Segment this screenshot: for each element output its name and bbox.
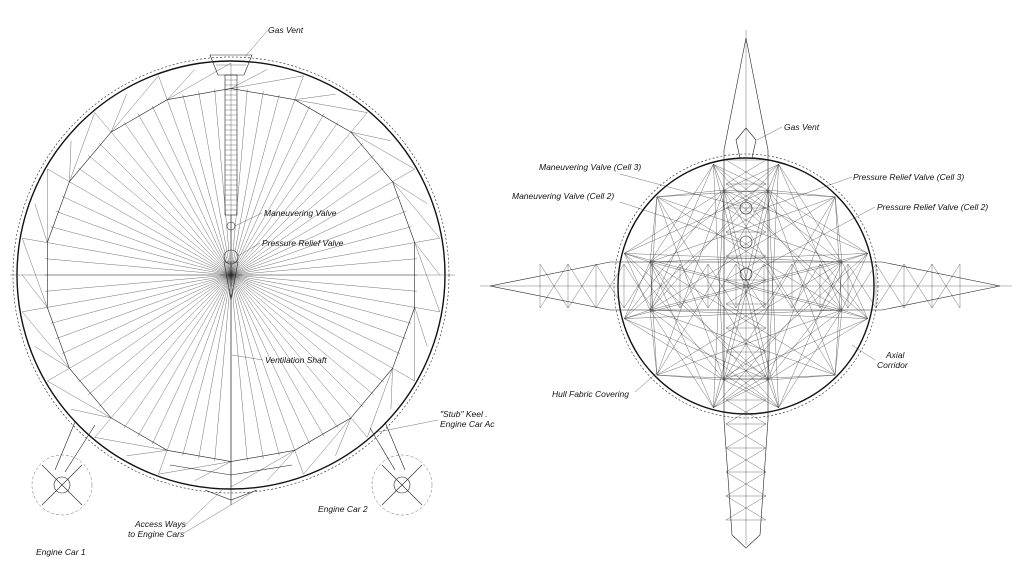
left-hull-cross-section: Gas Vent Maneuvering Valve Pressure Reli…: [10, 25, 495, 557]
label-engine-car-2: Engine Car 2: [318, 504, 368, 514]
label-stub-keel: "Stub" Keel .: [440, 409, 488, 419]
label-engine-car-access: Engine Car Ac: [440, 419, 495, 429]
label-pressure-relief-valve-cell3: Pressure Relief Valve (Cell 3): [853, 172, 964, 182]
label-gas-vent-right: Gas Vent: [784, 122, 820, 132]
label-access-ways-2: to Engine Cars: [128, 529, 185, 539]
left-radial-wires: [22, 62, 440, 488]
label-maneuvering-valve-left: Maneuvering Valve: [264, 208, 337, 218]
left-gas-vent-housing: [209, 54, 253, 76]
label-gas-vent-left: Gas Vent: [268, 25, 304, 35]
label-axial: Axial: [885, 350, 906, 360]
right-pressure-relief-valve: [739, 267, 753, 281]
right-horizontal-girder: [489, 261, 1001, 311]
label-pressure-relief-valve-left: Pressure Relief Valve: [262, 238, 344, 248]
label-maneuvering-valve-cell2: Maneuvering Valve (Cell 2): [512, 191, 614, 201]
label-corridor: Corridor: [877, 360, 909, 370]
label-maneuvering-valve-cell3: Maneuvering Valve (Cell 3): [539, 162, 641, 172]
label-access-ways-1: Access Ways: [134, 519, 187, 529]
label-ventilation-shaft: Ventilation Shaft: [265, 355, 327, 365]
label-pressure-relief-valve-cell2: Pressure Relief Valve (Cell 2): [877, 202, 988, 212]
right-hull-cross-section: Gas Vent Maneuvering Valve (Cell 3) Mane…: [480, 30, 1012, 549]
engine-car-1: [31, 454, 93, 516]
label-hull-fabric-covering: Hull Fabric Covering: [552, 389, 629, 399]
left-lower-shaft-tip: [223, 261, 239, 301]
left-pressure-relief-valve: [223, 249, 239, 265]
right-maneuvering-valve-cell3: [739, 201, 753, 215]
engine-car-2: [371, 454, 433, 516]
right-vertical-girder: [723, 37, 769, 549]
label-engine-car-1: Engine Car 1: [36, 547, 86, 557]
right-gas-vent: [735, 127, 757, 159]
